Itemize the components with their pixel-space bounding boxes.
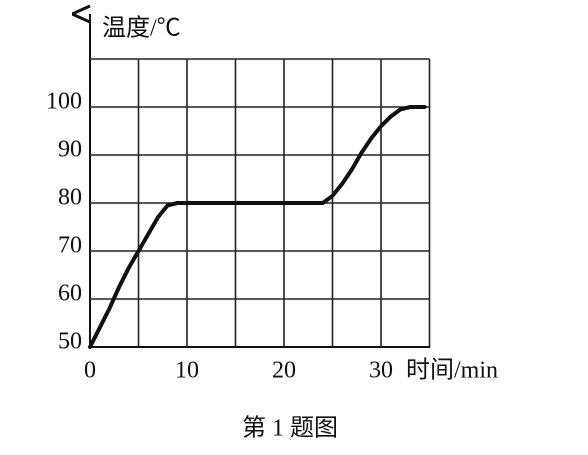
y-tick-label: 60 bbox=[58, 281, 82, 307]
y-tick-label: 80 bbox=[58, 185, 82, 211]
y-tick-label: 50 bbox=[58, 329, 82, 355]
y-tick-label: 70 bbox=[58, 233, 82, 259]
y-tick-label: 100 bbox=[46, 89, 82, 115]
caption: 第 1 题图 bbox=[242, 415, 338, 442]
x-tick-label: 20 bbox=[272, 358, 296, 384]
x-tick-label: 10 bbox=[175, 358, 199, 384]
y-tick-label: 90 bbox=[58, 137, 82, 163]
x-tick-label: 30 bbox=[369, 358, 393, 384]
x-tick-label: 0 bbox=[84, 358, 96, 384]
x-axis-label: 时间/min bbox=[406, 357, 498, 384]
y-axis-label: 温度/℃ bbox=[102, 15, 181, 42]
data-line bbox=[88, 105, 427, 349]
